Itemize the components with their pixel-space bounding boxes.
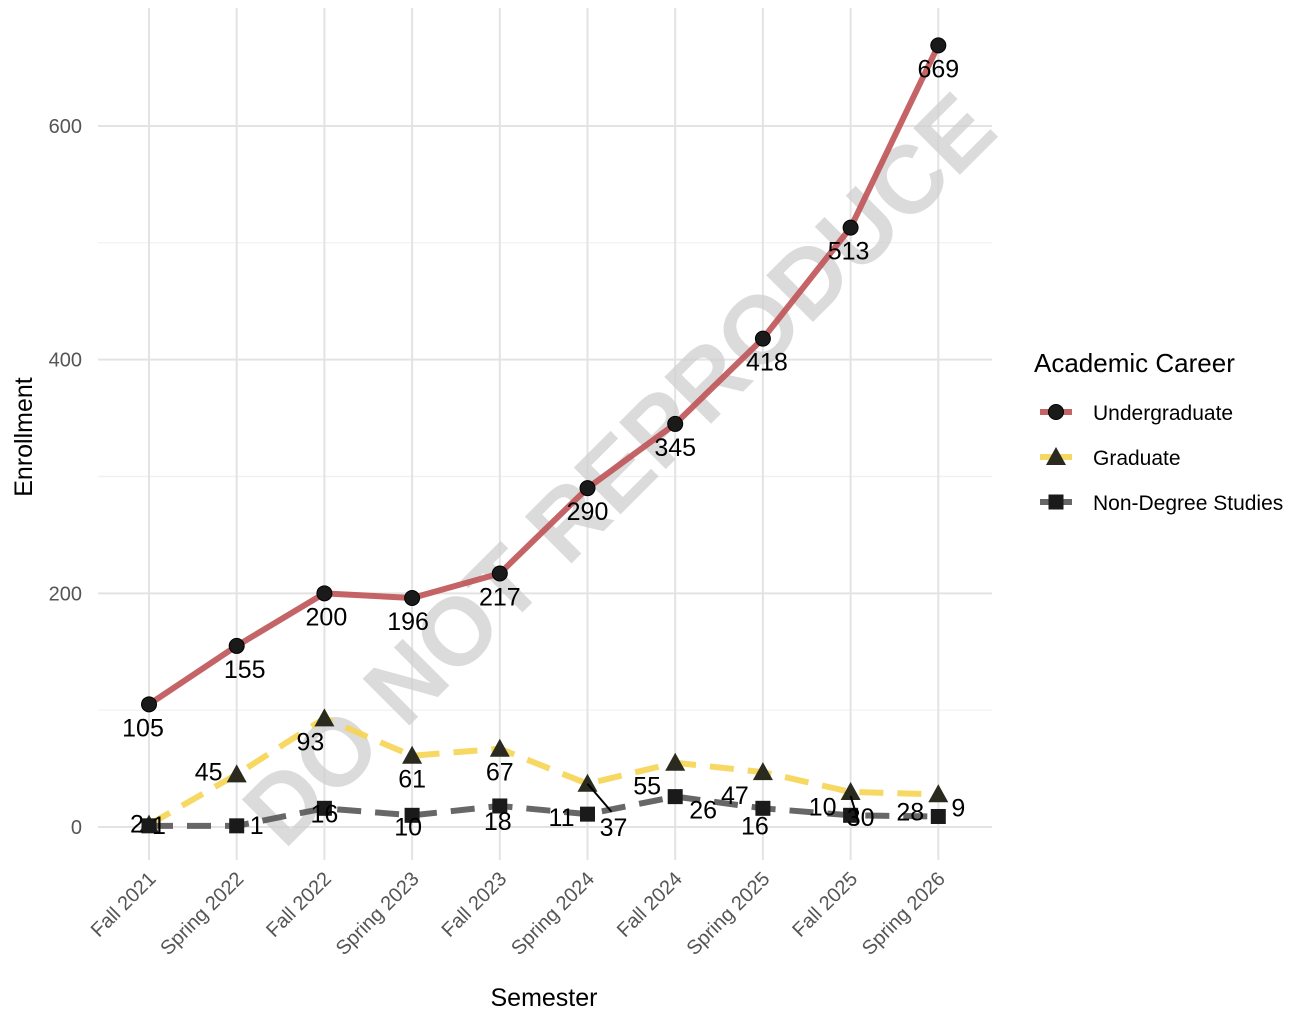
legend: Academic Career Undergraduate Graduate Non-… (1034, 348, 1283, 515)
data-label: 45 (195, 758, 223, 786)
x-axis-title: Semester (491, 984, 598, 1012)
data-label: 418 (746, 349, 788, 377)
y-tick-label: 600 (49, 116, 82, 138)
data-point (931, 38, 946, 53)
y-axis-title: Enrollment (10, 377, 38, 497)
data-label: 669 (917, 55, 959, 83)
data-label: 200 (306, 603, 348, 631)
data-label: 11 (549, 804, 575, 832)
y-tick-label: 400 (49, 350, 82, 372)
legend-swatch-marker (1049, 495, 1064, 510)
data-label: 55 (633, 773, 661, 801)
data-label: 196 (387, 608, 429, 636)
data-label: 345 (654, 434, 696, 462)
data-point (928, 784, 948, 802)
x-tick-label: Fall 2024 (613, 868, 687, 942)
y-tick-label: 0 (71, 817, 82, 839)
x-tick-label: Spring 2023 (332, 868, 424, 960)
y-tick-label: 200 (49, 583, 82, 605)
data-label: 30 (847, 804, 875, 832)
data-point (931, 809, 946, 824)
data-label: 16 (741, 812, 769, 840)
data-point (580, 807, 595, 822)
data-point (580, 481, 595, 496)
data-label: 513 (828, 238, 870, 266)
legend-swatch-marker (1049, 405, 1064, 420)
x-tick-label: Fall 2023 (438, 868, 512, 942)
data-point (317, 586, 332, 601)
legend-title: Academic Career (1034, 348, 1235, 378)
data-point (405, 591, 420, 606)
data-label: 93 (296, 728, 324, 756)
data-label: 26 (689, 797, 717, 825)
data-point (668, 416, 683, 431)
data-label: 1 (152, 812, 166, 840)
data-label: 18 (484, 808, 512, 836)
data-label: 105 (122, 714, 164, 742)
data-label: 16 (310, 800, 338, 828)
data-point (142, 697, 157, 712)
data-label: 155 (224, 656, 266, 684)
data-label: 47 (721, 782, 749, 810)
data-label: 9 (951, 794, 965, 822)
data-point (668, 789, 683, 804)
data-label: 67 (486, 759, 514, 787)
data-label: 290 (567, 498, 609, 526)
data-label: 2 (130, 811, 144, 839)
data-label: 37 (600, 814, 628, 842)
legend-label: Non-Degree Studies (1093, 492, 1283, 515)
x-tick-label: Spring 2025 (683, 868, 775, 960)
data-point (843, 220, 858, 235)
legend-item: Undergraduate (1040, 402, 1233, 425)
x-tick-label: Fall 2022 (262, 868, 336, 942)
x-tick-label: Spring 2026 (858, 868, 950, 960)
legend-label: Graduate (1093, 447, 1181, 470)
series-layer (139, 38, 948, 833)
legend-item: Non-Degree Studies (1040, 492, 1283, 515)
watermark-layer: DO NOT REPRODUCE (223, 73, 1015, 865)
data-point (755, 331, 770, 346)
data-label: 10 (394, 813, 422, 841)
watermark-text: DO NOT REPRODUCE (223, 73, 1015, 865)
legend-item: Graduate (1040, 447, 1181, 470)
x-tick-label: Spring 2024 (507, 868, 599, 960)
legend-label: Undergraduate (1093, 402, 1233, 425)
data-point (492, 566, 507, 581)
data-label: 28 (896, 798, 924, 826)
x-tick-label: Fall 2025 (788, 868, 862, 942)
x-tick-label: Fall 2021 (87, 868, 161, 942)
data-label: 10 (809, 793, 837, 821)
grid (98, 8, 992, 860)
data-label: 1 (250, 812, 264, 840)
x-tick-label: Spring 2022 (156, 868, 248, 960)
data-point (229, 818, 244, 833)
data-label: 61 (398, 766, 426, 794)
data-label: 217 (479, 583, 521, 611)
data-point (229, 638, 244, 653)
